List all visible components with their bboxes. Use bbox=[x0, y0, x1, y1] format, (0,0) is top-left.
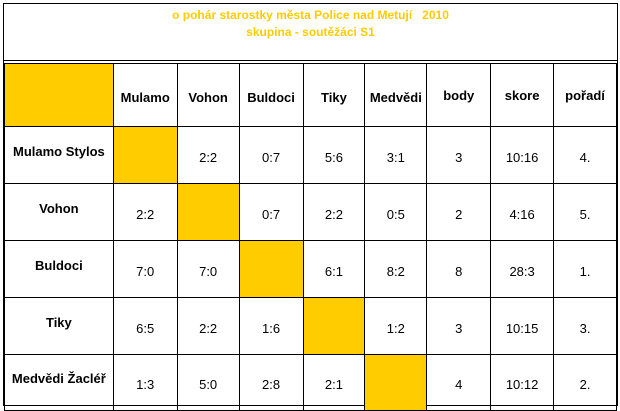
column-header-team: Buldoci bbox=[238, 63, 304, 127]
result-cell: 5:0 bbox=[176, 354, 240, 411]
skore-cell: 28:3 bbox=[490, 240, 555, 298]
table-row: Mulamo Stylos 2:2 0:7 5:6 3:1 3 10:16 4. bbox=[4, 126, 617, 184]
table-row: Buldoci 7:0 7:0 6:1 8:2 8 28:3 1. bbox=[4, 240, 617, 298]
result-cell: 1:6 bbox=[238, 297, 304, 355]
result-cell: 6:1 bbox=[302, 240, 366, 298]
skore-cell: 10:16 bbox=[490, 126, 555, 184]
column-header-body: body bbox=[426, 63, 492, 127]
result-cell: 0:7 bbox=[238, 126, 304, 184]
result-cell: 5:6 bbox=[302, 126, 366, 184]
table-row: Vohon 2:2 0:7 2:2 0:5 2 4:16 5. bbox=[4, 183, 617, 241]
result-cell: 2:2 bbox=[176, 297, 240, 355]
result-cell: 1:3 bbox=[112, 354, 178, 411]
result-cell: 2:8 bbox=[238, 354, 304, 411]
poradi-cell: 5. bbox=[553, 183, 617, 241]
diagonal-cell bbox=[364, 354, 428, 411]
body-cell: 2 bbox=[426, 183, 492, 241]
header-row: Mulamo Vohon Buldoci Tiky Medvědi body s… bbox=[4, 63, 617, 127]
skore-cell: 10:12 bbox=[490, 354, 555, 411]
title-line-1: o pohár starostky města Police nad Metuj… bbox=[172, 8, 449, 22]
results-table: Mulamo Vohon Buldoci Tiky Medvědi body s… bbox=[4, 63, 617, 411]
row-team-name: Medvědi Žacléř bbox=[4, 354, 114, 411]
column-header-team: Tiky bbox=[302, 63, 366, 127]
diagonal-cell bbox=[302, 297, 366, 355]
result-cell: 6:5 bbox=[112, 297, 178, 355]
diagonal-cell bbox=[112, 126, 178, 184]
result-cell: 0:7 bbox=[238, 183, 304, 241]
poradi-cell: 4. bbox=[553, 126, 617, 184]
result-cell: 0:5 bbox=[364, 183, 428, 241]
table-row: Medvědi Žacléř 1:3 5:0 2:8 2:1 4 10:12 2… bbox=[4, 354, 617, 411]
column-header-team: Mulamo bbox=[112, 63, 178, 127]
poradi-cell: 2. bbox=[553, 354, 617, 411]
results-sheet: o pohár starostky města Police nad Metuj… bbox=[3, 3, 618, 411]
diagonal-cell bbox=[176, 183, 240, 241]
table-row: Tiky 6:5 2:2 1:6 1:2 3 10:15 3. bbox=[4, 297, 617, 355]
result-cell: 8:2 bbox=[364, 240, 428, 298]
skore-cell: 4:16 bbox=[490, 183, 555, 241]
row-team-name: Vohon bbox=[4, 183, 114, 241]
column-header-team: Medvědi bbox=[364, 63, 428, 127]
result-cell: 7:0 bbox=[176, 240, 240, 298]
result-cell: 7:0 bbox=[112, 240, 178, 298]
result-cell: 3:1 bbox=[364, 126, 428, 184]
body-cell: 8 bbox=[426, 240, 492, 298]
body-cell: 3 bbox=[426, 126, 492, 184]
body-cell: 4 bbox=[426, 354, 492, 411]
row-team-name: Tiky bbox=[4, 297, 114, 355]
row-team-name: Buldoci bbox=[4, 240, 114, 298]
title-block: o pohár starostky města Police nad Metuj… bbox=[4, 4, 617, 61]
column-header-skore: skore bbox=[490, 63, 555, 127]
diagonal-cell bbox=[238, 240, 304, 298]
column-header-team: Vohon bbox=[176, 63, 240, 127]
row-team-name: Mulamo Stylos bbox=[4, 126, 114, 184]
corner-cell bbox=[4, 63, 114, 127]
result-cell: 2:2 bbox=[112, 183, 178, 241]
body-cell: 3 bbox=[426, 297, 492, 355]
poradi-cell: 3. bbox=[553, 297, 617, 355]
result-cell: 1:2 bbox=[364, 297, 428, 355]
result-cell: 2:1 bbox=[302, 354, 366, 411]
result-cell: 2:2 bbox=[176, 126, 240, 184]
skore-cell: 10:15 bbox=[490, 297, 555, 355]
poradi-cell: 1. bbox=[553, 240, 617, 298]
result-cell: 2:2 bbox=[302, 183, 366, 241]
column-header-poradi: pořadí bbox=[553, 63, 617, 127]
title-line-2: skupina - soutěžáci S1 bbox=[246, 25, 375, 39]
